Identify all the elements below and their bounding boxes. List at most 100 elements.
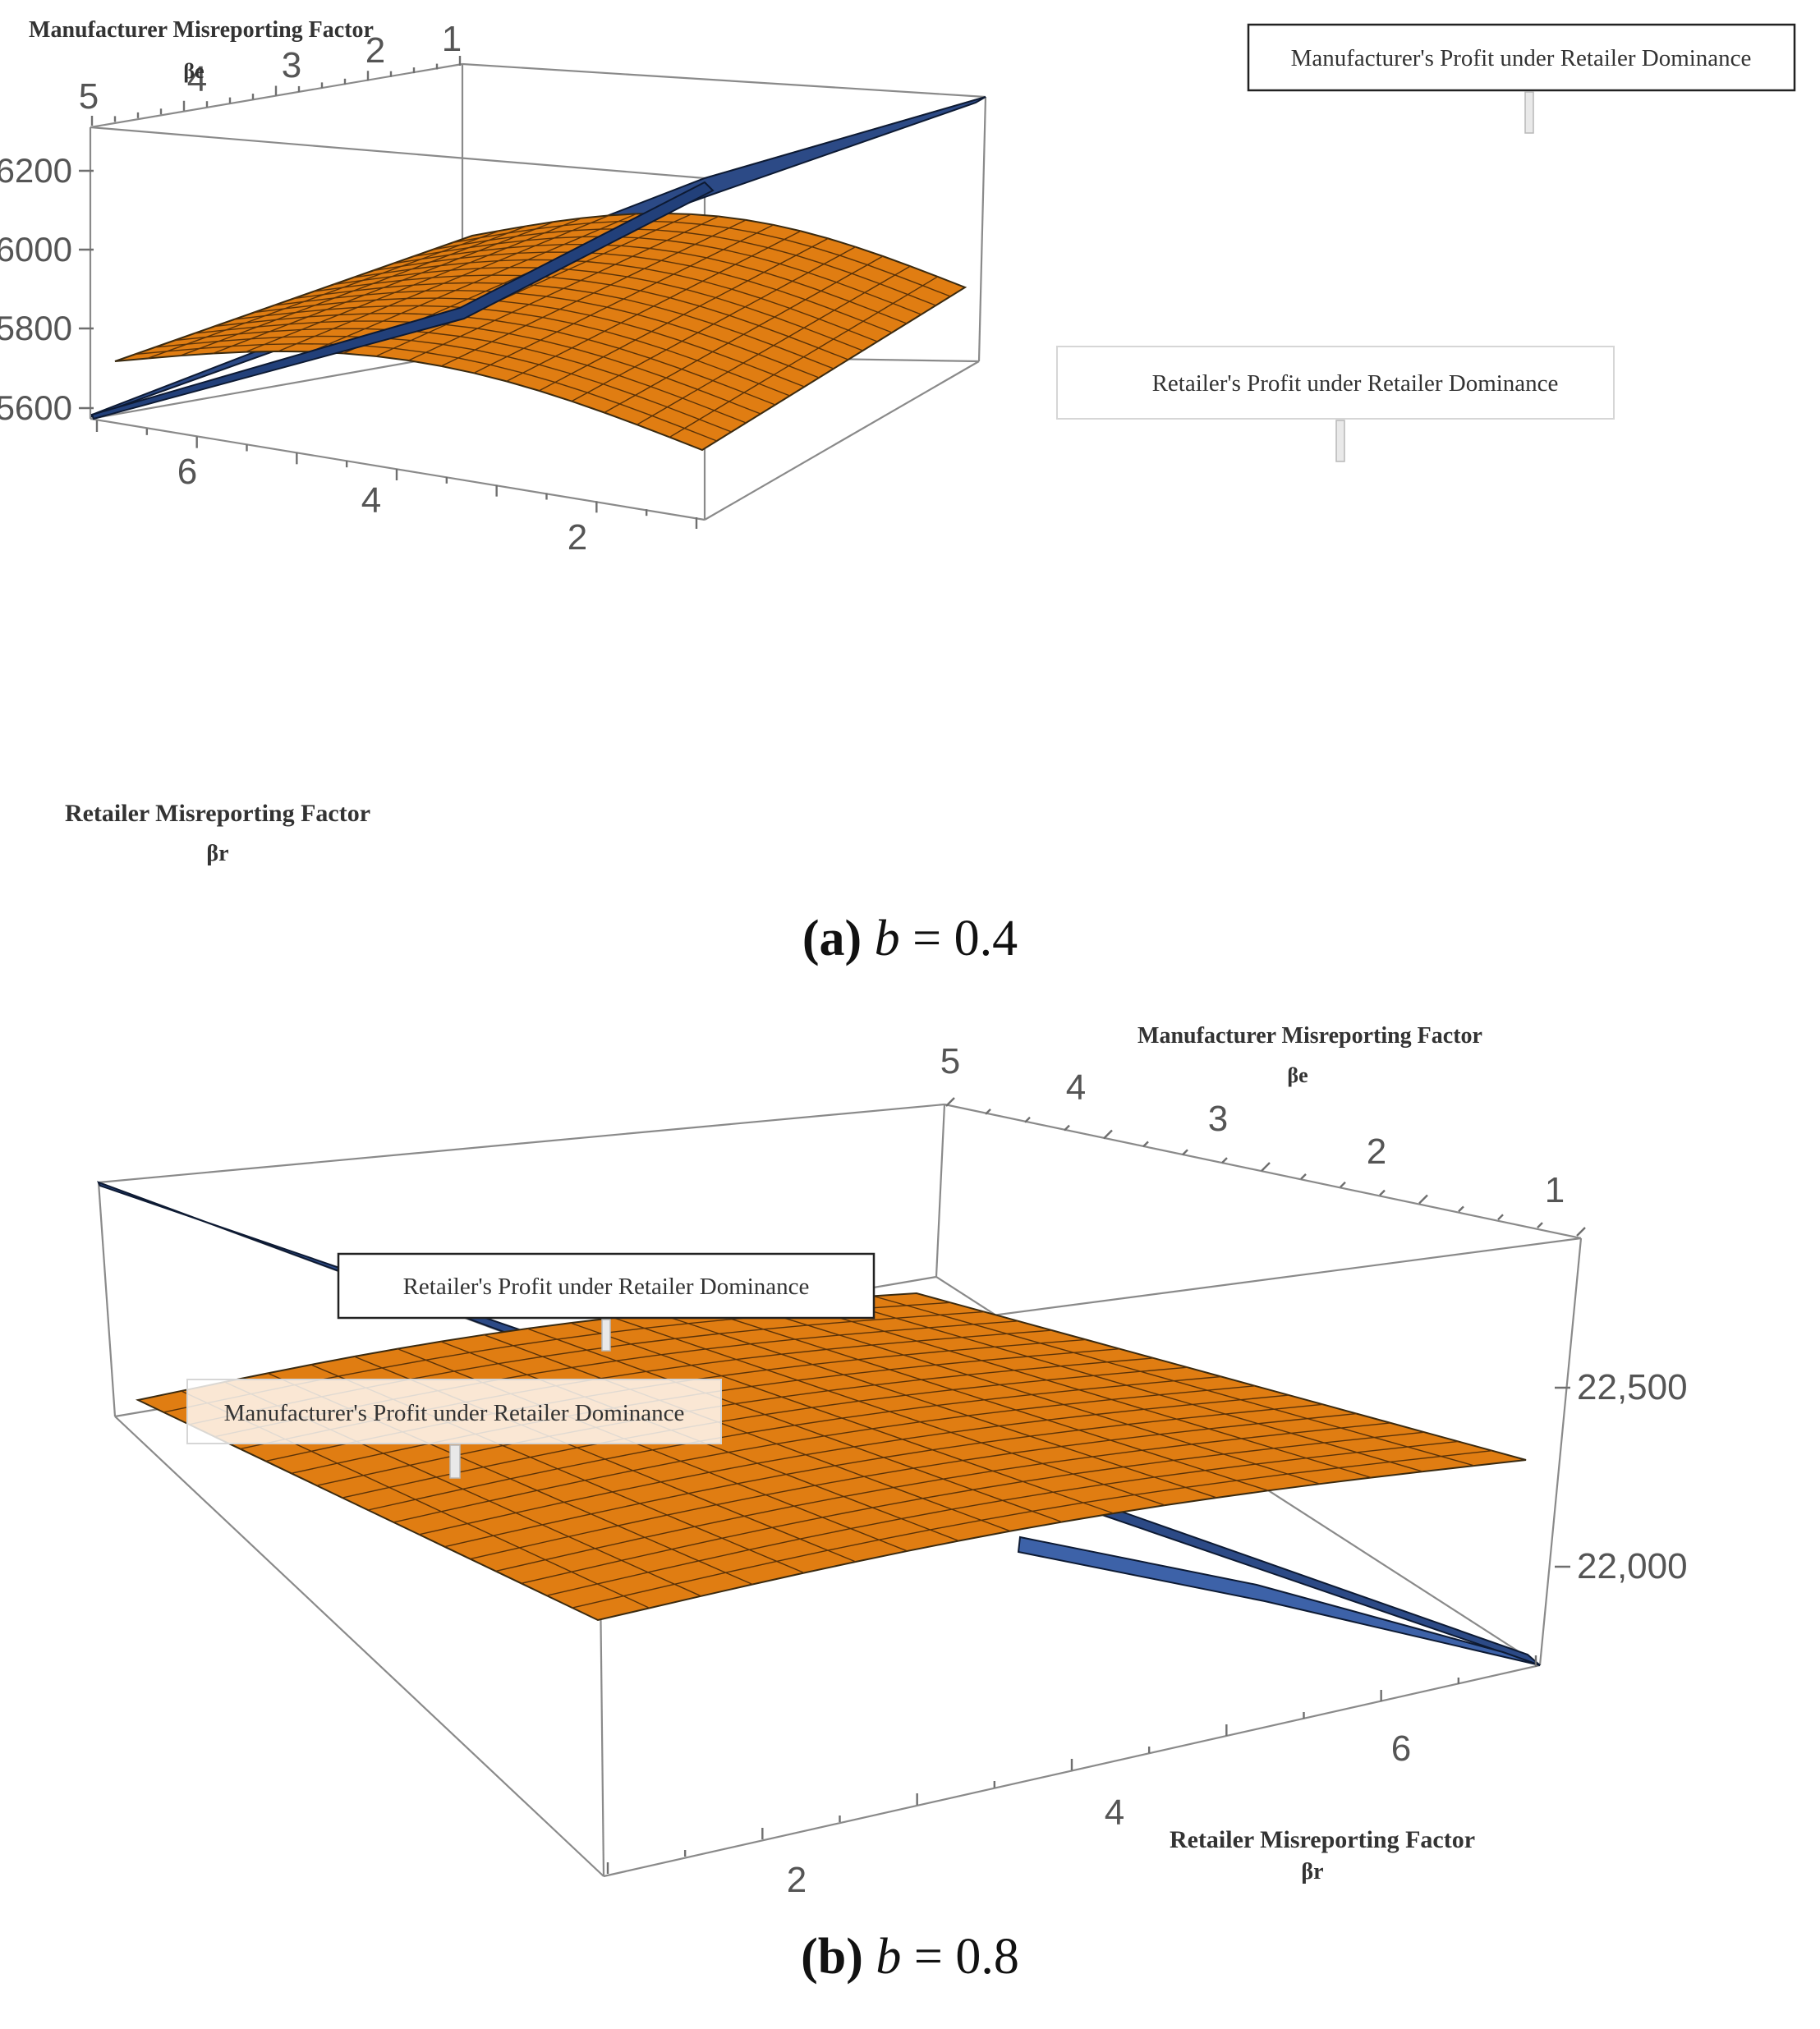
beta-e-tick: [1024, 1116, 1031, 1123]
bounding-box-edge: [98, 1103, 945, 1184]
callout-retailer-label: Retailer's Profit under Retailer Dominan…: [1152, 370, 1559, 397]
beta-e-axis-title: Manufacturer Misreporting Factor: [1138, 1023, 1482, 1049]
retailer-profit-surface-gridline: [393, 1385, 1256, 1523]
retailer-profit-surface-fill: [114, 212, 967, 452]
beta-e-tick: [1379, 1189, 1386, 1196]
beta-e-axis-title: Manufacturer Misreporting Factor: [29, 17, 374, 43]
retailer-profit-surface-gridline: [539, 237, 829, 392]
beta-e-tick: [1261, 1162, 1271, 1172]
bounding-box-edge: [90, 126, 705, 180]
retailer-profit-surface-gridline: [506, 230, 802, 382]
bounding-box-edge: [944, 1103, 1582, 1240]
z-tick-label: 22,500: [1577, 1367, 1688, 1407]
retailer-profit-surface-gridline: [342, 1366, 1188, 1499]
caption-b-value: = 0.8: [913, 1929, 1019, 1985]
beta-r-axis-title: Retailer Misreporting Factor: [1170, 1826, 1475, 1853]
beta-e-tick-label: 2: [1367, 1132, 1386, 1172]
bounding-box-edge: [462, 62, 986, 99]
caption-b-label: (b): [801, 1929, 863, 1985]
beta-r-tick-label: 2: [787, 1860, 807, 1900]
retailer-profit-surface-gridline: [212, 221, 555, 355]
beta-e-tick-label: 3: [282, 45, 301, 85]
beta-r-tick-label: 4: [361, 480, 381, 521]
retailer-profit-surface-gridline: [440, 219, 747, 367]
beta-e-tick: [1142, 1141, 1149, 1148]
retailer-profit-surface-gridline: [473, 224, 774, 374]
retailer-profit-surface-gridline: [495, 1422, 1391, 1572]
beta-e-tick-label: 4: [187, 59, 207, 99]
caption-b: (b) b = 0.8: [0, 1928, 1820, 1986]
z-tick-label: 5800: [0, 309, 72, 347]
beta-e-tick: [1576, 1227, 1586, 1237]
z-tick-label: 22,000: [1577, 1546, 1688, 1586]
manufacturer-profit-surface-front: [90, 181, 715, 420]
retailer-profit-surface-gridline: [367, 1375, 1222, 1511]
callout-manufacturer-pointer: [449, 1444, 461, 1479]
caption-a-label: (a): [802, 911, 862, 966]
beta-e-tick: [1300, 1173, 1307, 1180]
caption-b-var: b: [876, 1929, 902, 1985]
bounding-box-edge: [114, 1416, 604, 1877]
beta-e-tick-label: 5: [940, 1041, 960, 1081]
retailer-profit-surface-gridline: [147, 230, 500, 360]
retailer-profit-surface-gridline: [637, 265, 911, 425]
retailer-profit-surface-gridline: [419, 1394, 1289, 1536]
manufacturer-profit-surface-front: [1017, 1536, 1541, 1666]
caption-a-value: = 0.4: [912, 911, 1018, 966]
callout-manufacturer-pointer: [1524, 91, 1534, 134]
beta-r-tick-label: 4: [1105, 1793, 1124, 1833]
callout-retailer-box: [337, 1252, 876, 1320]
retailer-profit-surface-gridline: [572, 1450, 1492, 1609]
caption-a: (a) b = 0.4: [0, 910, 1820, 968]
caption-a-var: b: [874, 911, 900, 966]
callout-manufacturer-label: Manufacturer's Profit under Retailer Dom…: [1291, 45, 1752, 71]
callout-manufacturer-box: [1247, 23, 1796, 92]
beta-e-tick: [1458, 1205, 1464, 1213]
beta-r-tick-label: 6: [177, 452, 197, 492]
beta-e-tick: [1103, 1129, 1113, 1140]
beta-r-tick-label: 6: [1391, 1728, 1411, 1769]
beta-e-tick: [1497, 1214, 1504, 1221]
beta-r-axis-symbol: βr: [206, 841, 228, 866]
chart-panel-b: 22,500 22,000 5 4 3 2 1 2 4 6 Manufacturer Misrepo…: [96, 1023, 1688, 1900]
beta-e-tick: [1064, 1124, 1070, 1132]
bounding-box-edge: [90, 351, 463, 420]
callout-retailer-pointer: [1335, 420, 1345, 462]
beta-e-tick: [1182, 1149, 1188, 1156]
z-tick-label: 6200: [0, 151, 72, 190]
retailer-profit-surface-gridline: [245, 217, 582, 353]
bounding-box-edge: [977, 96, 987, 362]
beta-e-tick-label: 4: [1066, 1067, 1086, 1108]
callout-retailer-pointer: [601, 1319, 611, 1352]
bounding-box-edge: [1538, 1237, 1583, 1666]
bounding-box-edge: [935, 1104, 946, 1278]
retailer-profit-surface-gridline: [408, 215, 719, 361]
beta-e-tick-label: 3: [1208, 1099, 1228, 1139]
beta-r-axis-symbol: βr: [1301, 1859, 1323, 1884]
retailer-profit-surface-gridline: [278, 214, 609, 352]
bounding-box-edge: [603, 1664, 1541, 1878]
callout-manufacturer-box: [186, 1379, 722, 1444]
beta-e-axis-symbol: βe: [183, 59, 204, 83]
bounding-box-edge: [704, 360, 980, 521]
beta-e-tick: [945, 1097, 955, 1107]
retailer-profit-surface-gridline: [571, 246, 857, 402]
beta-e-axis-symbol: βe: [1287, 1063, 1308, 1087]
retailer-profit-surface-gridline: [546, 1440, 1459, 1596]
bounding-box-edge: [97, 1182, 117, 1417]
beta-e-tick: [1340, 1181, 1346, 1188]
beta-e-tick: [985, 1109, 991, 1115]
retailer-profit-surface-gridline: [669, 276, 939, 438]
beta-e-tick-label: 2: [365, 30, 385, 71]
beta-e-tick: [1418, 1194, 1428, 1205]
beta-e-tick-label: 5: [79, 76, 99, 117]
z-tick-label: 6000: [0, 230, 72, 269]
retailer-profit-surface-gridline: [180, 225, 527, 356]
retailer-profit-surface-gridline: [375, 213, 692, 357]
retailer-profit-surface-gridline: [604, 255, 884, 414]
callout-retailer-box: [1056, 346, 1615, 420]
retailer-profit-surface-gridline: [470, 1412, 1357, 1560]
callout-retailer-label: Retailer's Profit under Retailer Dominan…: [403, 1274, 810, 1300]
